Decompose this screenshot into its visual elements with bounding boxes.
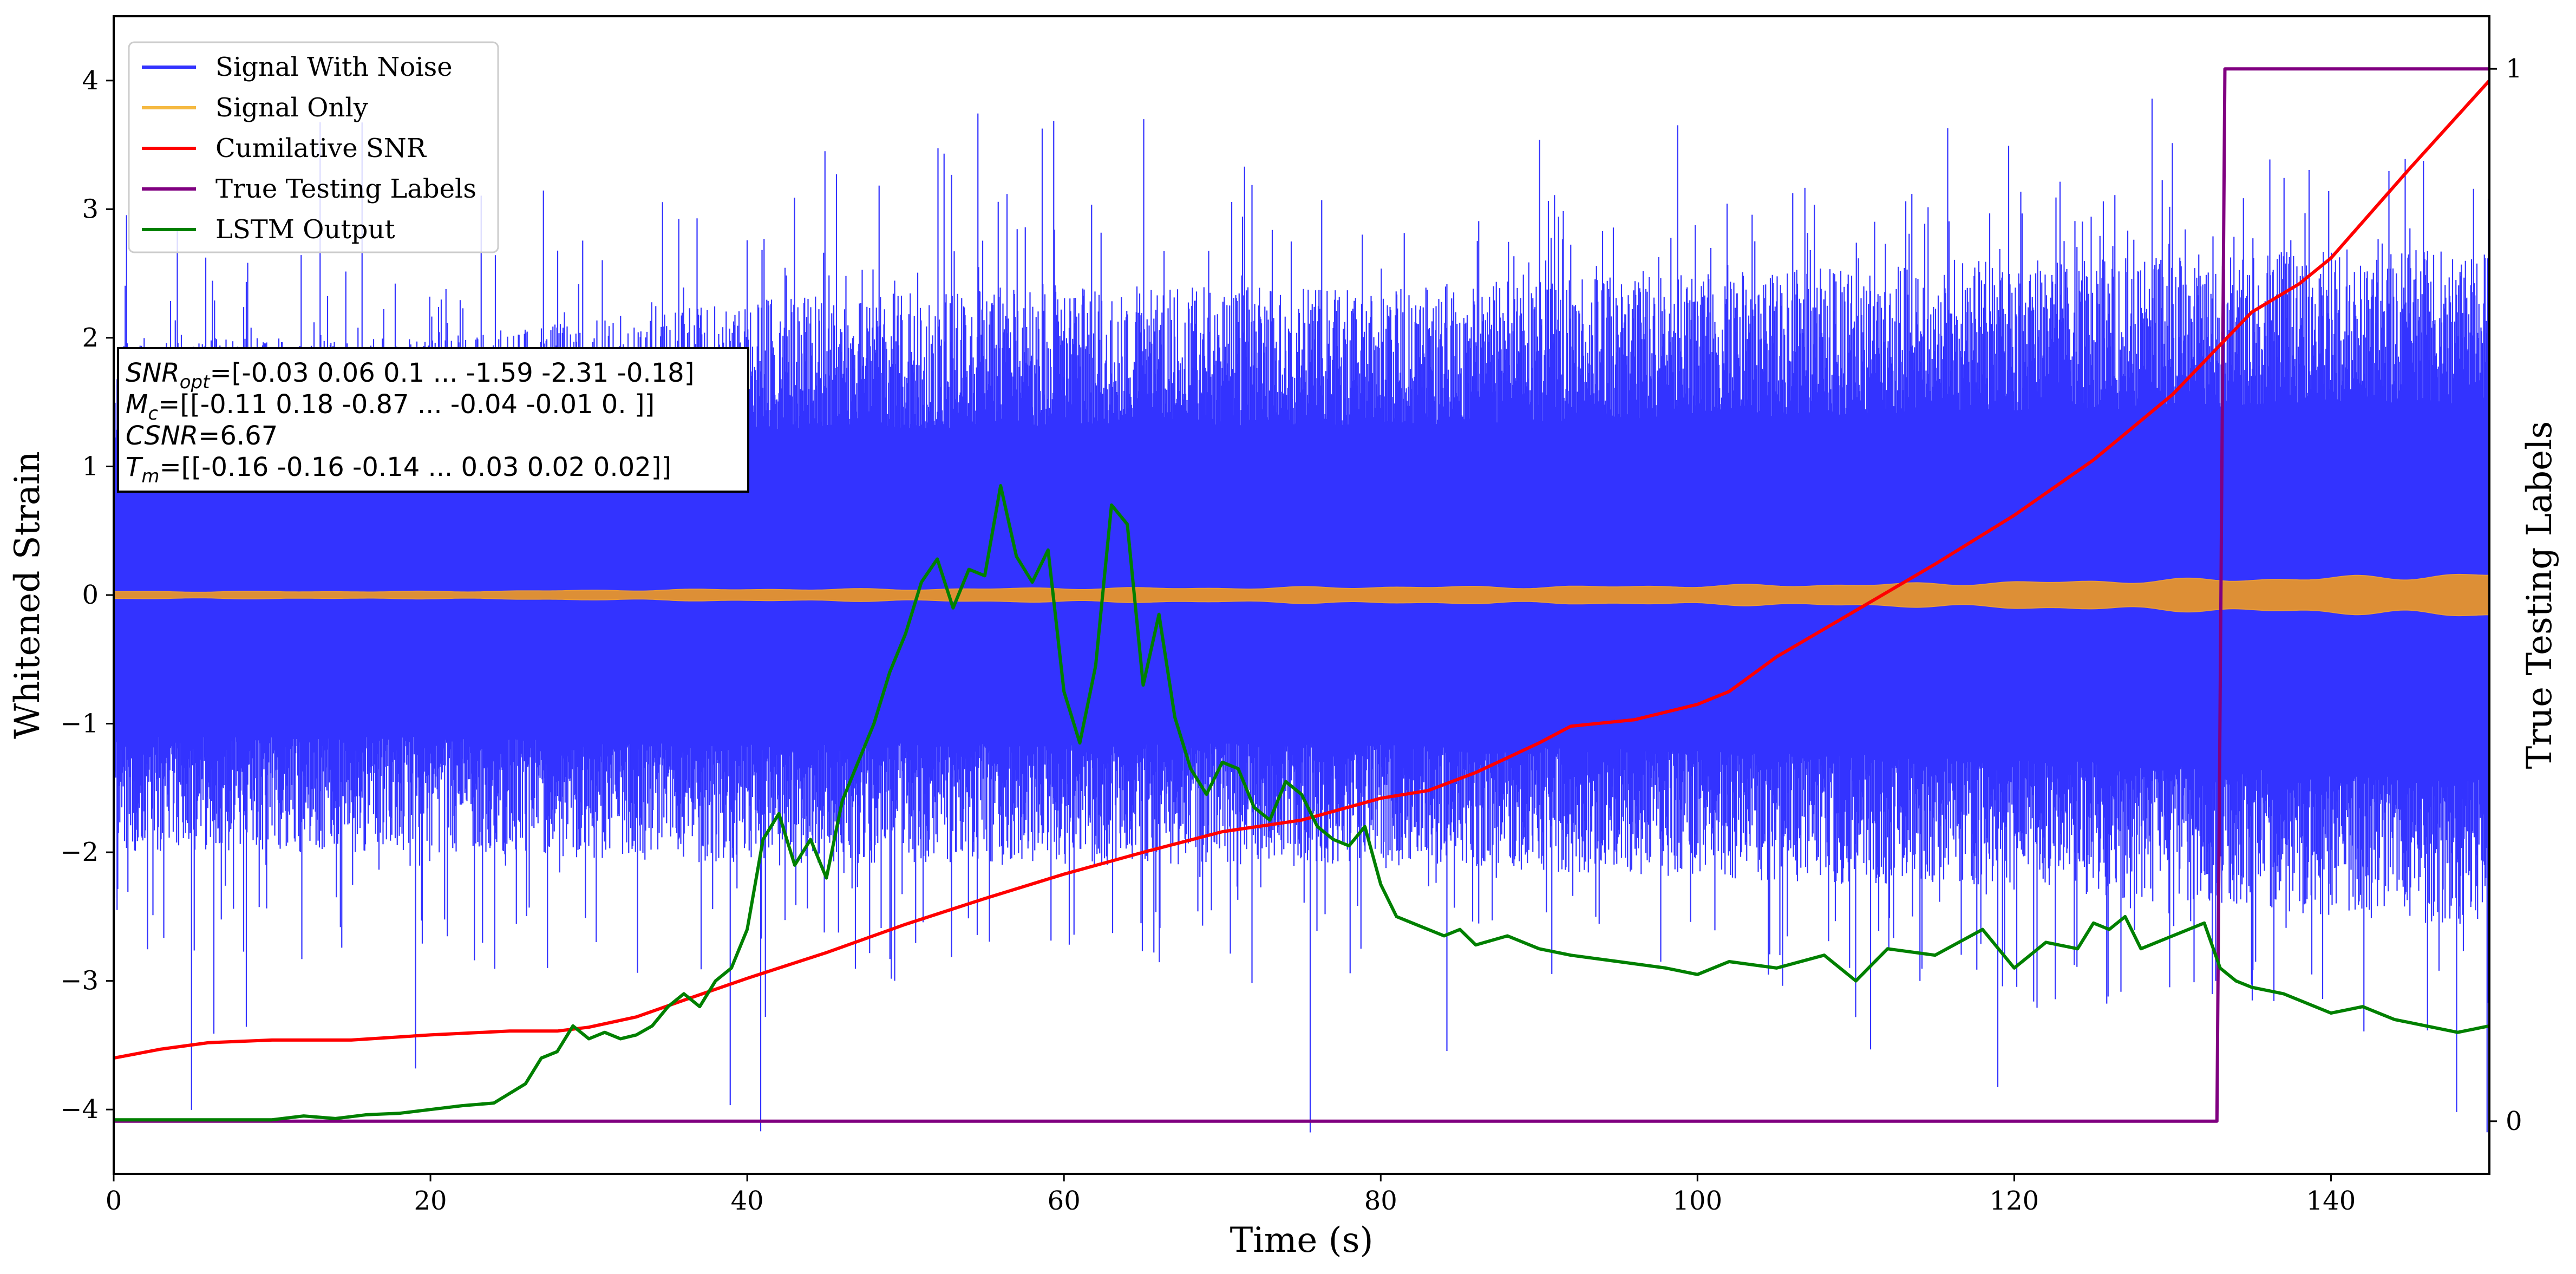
y-tick-label: −4 — [60, 1094, 99, 1125]
y-tick-label: 4 — [82, 66, 99, 96]
legend-entry-label: True Testing Labels — [215, 174, 476, 204]
x-tick-label: 80 — [1364, 1186, 1397, 1216]
true-testing-labels-line — [114, 67, 2489, 1123]
annotation-line: Mc=[[-0.11 0.18 -0.87 ... -0.04 -0.01 0.… — [126, 389, 655, 424]
y-axis-label: Whitened Strain — [8, 451, 48, 739]
x-tick-label: 60 — [1048, 1186, 1081, 1216]
legend-box — [128, 41, 499, 253]
legend-entry-label: Signal With Noise — [215, 52, 453, 82]
x-tick-label: 20 — [414, 1186, 447, 1216]
legend-entry-label: Cumilative SNR — [215, 133, 427, 164]
x-tick-label: 0 — [106, 1186, 122, 1216]
y-tick-label: −1 — [60, 709, 99, 739]
plot-area — [114, 67, 2489, 1133]
annotation-line: SNRopt=[-0.03 0.06 0.1 ... -1.59 -2.31 -… — [126, 358, 694, 393]
x-tick-label: 120 — [1990, 1186, 2039, 1216]
legend: Signal With Noise Signal Only Cumilative S… — [128, 41, 499, 253]
signal-with-noise-line — [114, 99, 2489, 1133]
x-tick-label: 140 — [2306, 1186, 2356, 1216]
lstm-output-line — [114, 484, 2489, 1122]
annotation-box: SNRopt=[-0.03 0.06 0.1 ... -1.59 -2.31 -… — [117, 347, 749, 493]
y-tick-label: −3 — [60, 966, 99, 996]
y-right-tick-label: 0 — [2506, 1106, 2522, 1136]
y-tick-label: 2 — [82, 323, 99, 353]
legend-entry-label: Signal Only — [215, 93, 368, 123]
y-tick-label: 0 — [82, 580, 99, 610]
y-tick-label: 1 — [82, 451, 99, 481]
y-tick-label: −2 — [60, 837, 99, 867]
x-tick-label: 100 — [1673, 1186, 1723, 1216]
y-axis-label-right: True Testing Labels — [2520, 421, 2560, 769]
annotation-line: CSNR=6.67 — [126, 421, 278, 451]
legend-entry-label: LSTM Output — [215, 214, 395, 245]
y-tick-label: 3 — [82, 194, 99, 224]
x-tick-label: 40 — [731, 1186, 764, 1216]
x-axis-label: Time (s) — [1230, 1220, 1374, 1260]
cumilative-snr-line — [114, 79, 2489, 1060]
y-right-tick-label: 1 — [2506, 54, 2522, 84]
annotation-line: Tm=[[-0.16 -0.16 -0.14 ... 0.03 0.02 0.0… — [126, 452, 671, 487]
annotation-frame — [117, 347, 749, 493]
